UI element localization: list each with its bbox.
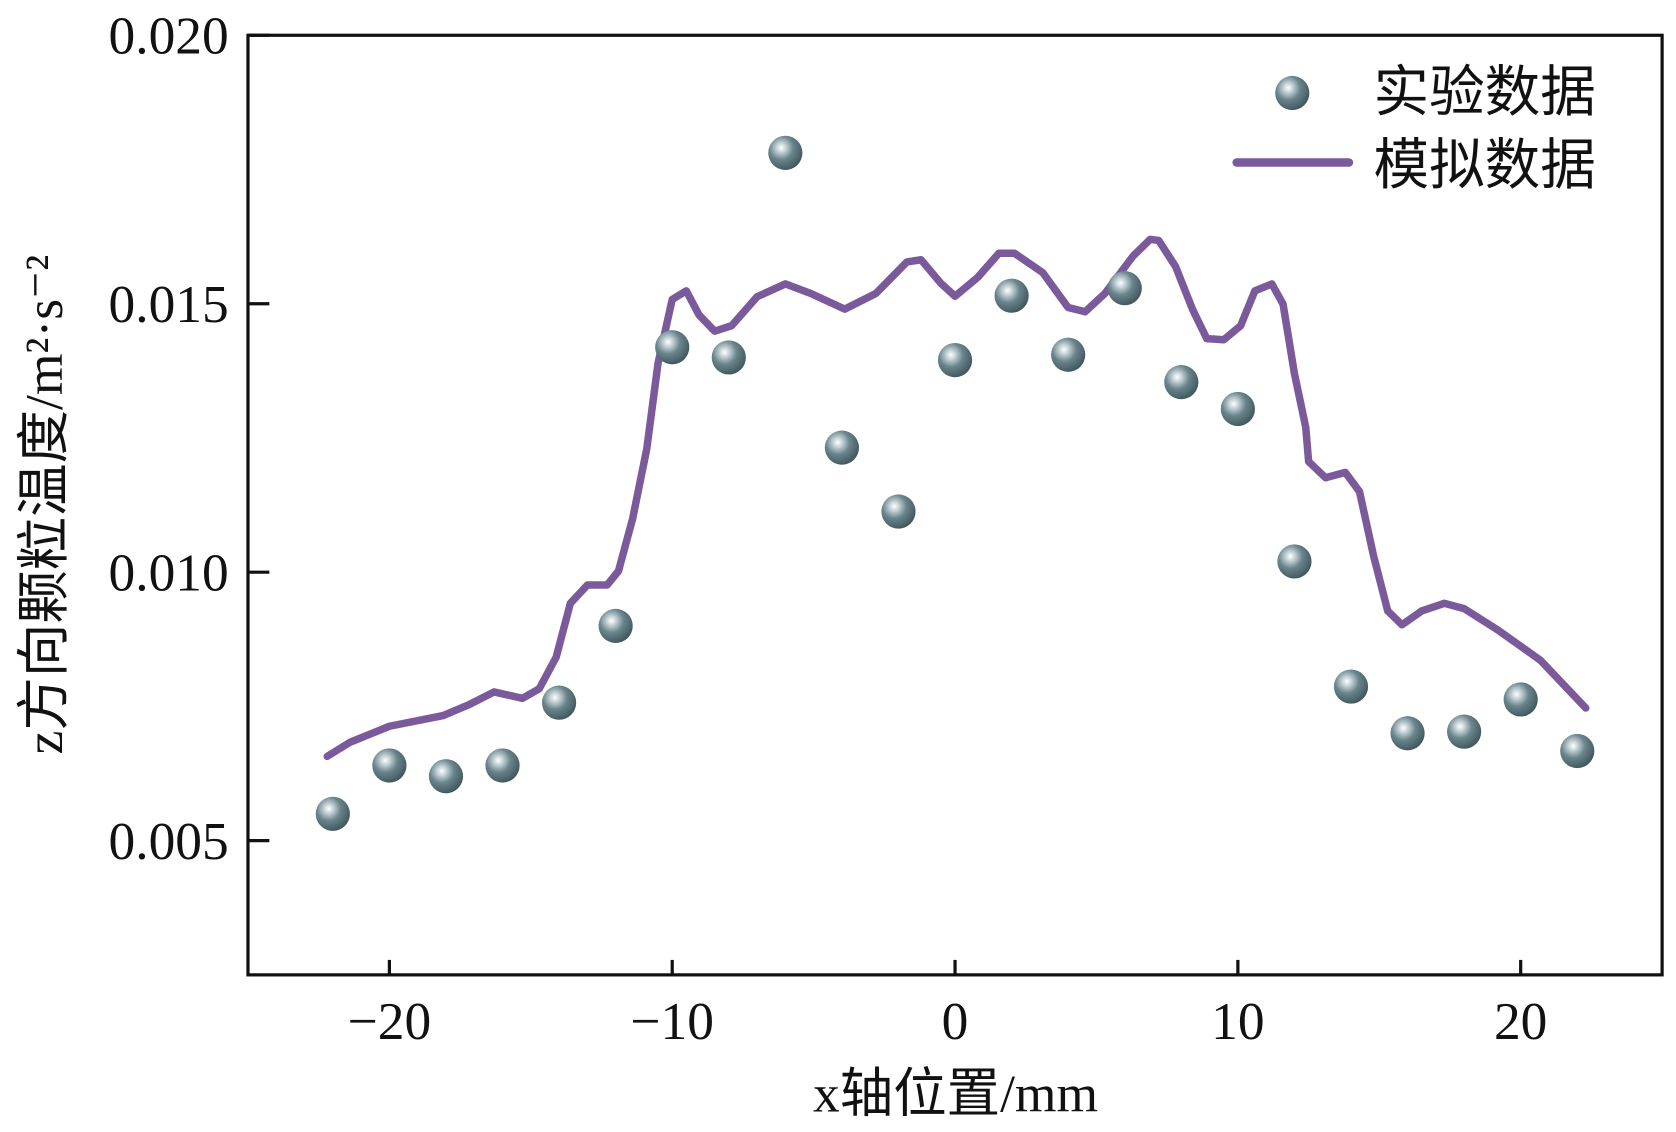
experiment-point	[541, 685, 577, 720]
simulation-line	[323, 235, 1590, 761]
experiment-point	[1390, 716, 1425, 751]
experiment-point	[372, 748, 407, 783]
x-tick-label: 10	[1211, 991, 1264, 1051]
experiment-point	[1220, 391, 1255, 427]
x-tick-label: −20	[348, 991, 432, 1051]
experiment-point	[994, 278, 1029, 313]
x-tick-label: 0	[942, 991, 969, 1051]
experiment-point	[1107, 271, 1142, 306]
legend: 实验数据 模拟数据	[1232, 62, 1596, 197]
legend-marker-experiment	[1275, 75, 1310, 111]
legend-label-simulation: 模拟数据	[1374, 135, 1596, 197]
experiment-point	[1277, 544, 1312, 579]
experiment-point	[485, 748, 520, 783]
experiment-point	[1447, 714, 1482, 749]
y-tick-label: 0.005	[109, 811, 229, 871]
experiment-point	[711, 340, 746, 375]
experiment-point	[824, 430, 860, 465]
y-tick-label: 0.015	[109, 274, 229, 334]
x-tick-label: 20	[1494, 991, 1547, 1051]
y-axis-label: z方向颗粒温度/m²·s⁻²	[14, 255, 74, 755]
experiment-point	[768, 135, 803, 170]
experiment-point	[655, 330, 690, 365]
experiment-point	[1051, 337, 1086, 372]
y-tick-label: 0.020	[109, 5, 229, 65]
experiment-point	[937, 343, 973, 378]
x-tick-label: −10	[630, 991, 714, 1051]
experiment-point	[1333, 669, 1369, 704]
experiment-point	[1164, 365, 1199, 400]
experiment-point	[598, 608, 633, 643]
experiment-point	[428, 759, 464, 794]
experiment-point	[1560, 733, 1595, 769]
legend-label-experiment: 实验数据	[1374, 62, 1596, 124]
experiment-point	[315, 796, 350, 831]
experiment-point	[1503, 682, 1538, 717]
experiment-point	[881, 494, 916, 529]
y-tick-label: 0.010	[109, 542, 229, 602]
x-axis-label: x轴位置/mm	[813, 1064, 1098, 1124]
